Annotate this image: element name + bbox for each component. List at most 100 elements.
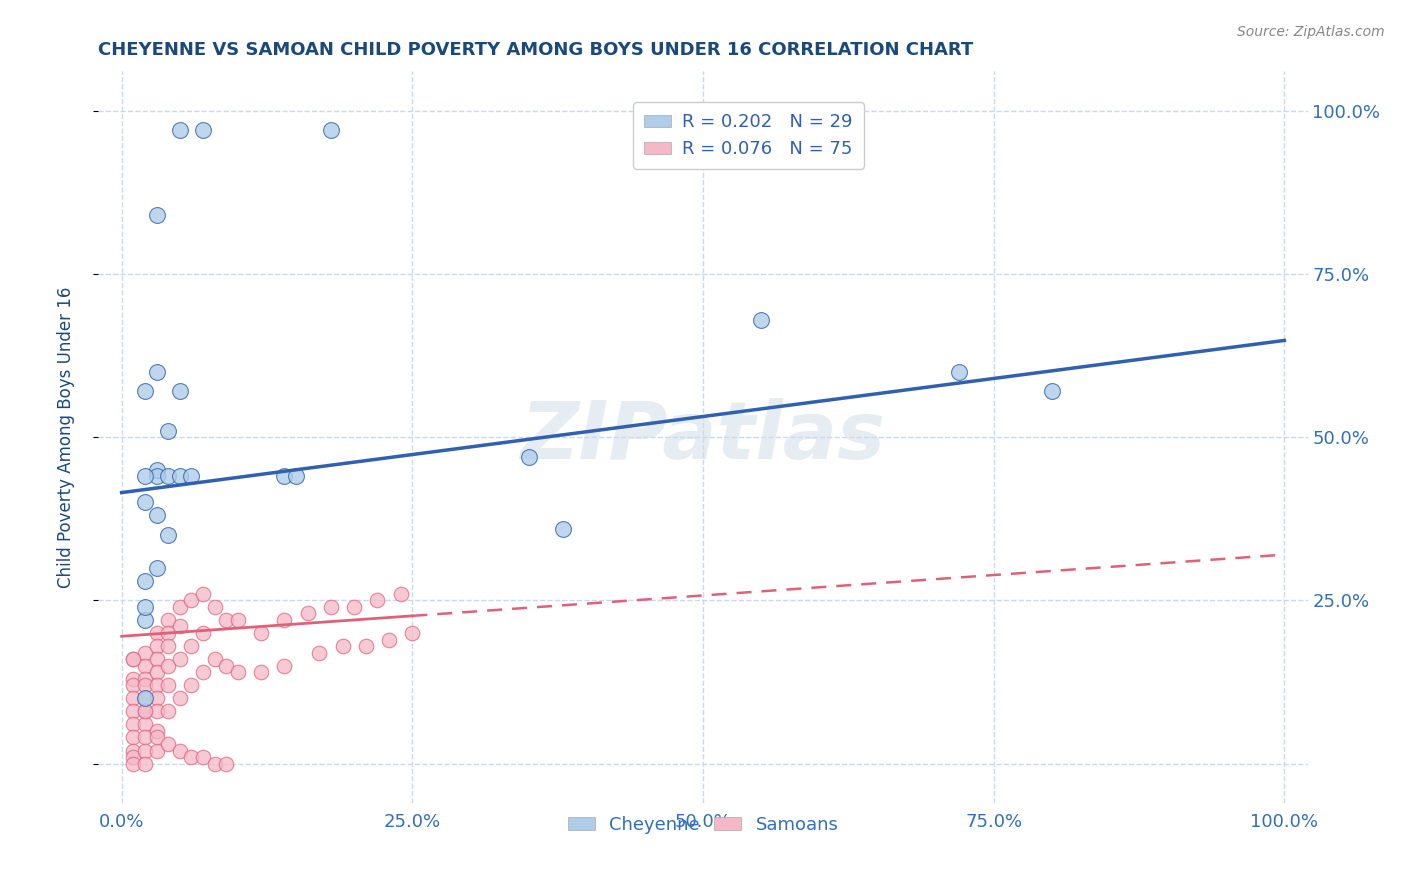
Point bbox=[354, 639, 377, 653]
Point bbox=[134, 646, 156, 660]
Point bbox=[215, 756, 238, 771]
Point bbox=[332, 639, 354, 653]
Point bbox=[145, 691, 167, 706]
Text: Source: ZipAtlas.com: Source: ZipAtlas.com bbox=[1237, 25, 1385, 39]
Point bbox=[343, 599, 366, 614]
Point bbox=[145, 743, 167, 757]
Point bbox=[157, 658, 180, 673]
Point bbox=[297, 607, 319, 621]
Point bbox=[122, 750, 145, 764]
Point bbox=[157, 705, 180, 719]
Point bbox=[204, 756, 226, 771]
Point bbox=[122, 691, 145, 706]
Point bbox=[157, 639, 180, 653]
Point bbox=[204, 652, 226, 666]
Point bbox=[157, 424, 180, 438]
Point bbox=[134, 469, 156, 483]
Point bbox=[157, 613, 180, 627]
Point bbox=[517, 450, 540, 464]
Point bbox=[191, 626, 214, 640]
Point bbox=[134, 384, 156, 399]
Point bbox=[401, 626, 423, 640]
Point bbox=[180, 678, 202, 692]
Point bbox=[145, 463, 167, 477]
Point bbox=[389, 587, 412, 601]
Point bbox=[157, 737, 180, 751]
Point bbox=[122, 743, 145, 757]
Point bbox=[145, 560, 167, 574]
Point bbox=[273, 469, 295, 483]
Point bbox=[134, 599, 156, 614]
Text: ZIPatlas: ZIPatlas bbox=[520, 398, 886, 476]
Point bbox=[948, 365, 970, 379]
Point bbox=[134, 705, 156, 719]
Point bbox=[145, 723, 167, 738]
Point bbox=[145, 208, 167, 222]
Point bbox=[134, 672, 156, 686]
Point bbox=[157, 469, 180, 483]
Point bbox=[145, 626, 167, 640]
Point bbox=[122, 652, 145, 666]
Point bbox=[157, 626, 180, 640]
Point bbox=[122, 731, 145, 745]
Point bbox=[134, 756, 156, 771]
Point bbox=[191, 123, 214, 137]
Point bbox=[215, 613, 238, 627]
Point bbox=[134, 731, 156, 745]
Point bbox=[122, 756, 145, 771]
Point bbox=[749, 312, 772, 326]
Point bbox=[134, 743, 156, 757]
Point bbox=[180, 639, 202, 653]
Point bbox=[180, 593, 202, 607]
Point bbox=[134, 574, 156, 588]
Point bbox=[191, 665, 214, 680]
Point bbox=[169, 469, 191, 483]
Point bbox=[145, 469, 167, 483]
Point bbox=[308, 646, 330, 660]
Point bbox=[378, 632, 401, 647]
Y-axis label: Child Poverty Among Boys Under 16: Child Poverty Among Boys Under 16 bbox=[56, 286, 75, 588]
Legend: Cheyenne, Samoans: Cheyenne, Samoans bbox=[560, 809, 846, 841]
Point bbox=[145, 639, 167, 653]
Point bbox=[145, 705, 167, 719]
Point bbox=[273, 613, 295, 627]
Point bbox=[215, 658, 238, 673]
Point bbox=[134, 613, 156, 627]
Point bbox=[145, 365, 167, 379]
Point bbox=[122, 717, 145, 731]
Point bbox=[134, 678, 156, 692]
Point bbox=[169, 691, 191, 706]
Point bbox=[191, 750, 214, 764]
Point bbox=[250, 626, 273, 640]
Point bbox=[1040, 384, 1063, 399]
Point bbox=[169, 619, 191, 633]
Point bbox=[134, 691, 156, 706]
Point bbox=[122, 705, 145, 719]
Text: CHEYENNE VS SAMOAN CHILD POVERTY AMONG BOYS UNDER 16 CORRELATION CHART: CHEYENNE VS SAMOAN CHILD POVERTY AMONG B… bbox=[98, 41, 974, 59]
Point bbox=[134, 691, 156, 706]
Point bbox=[319, 599, 342, 614]
Point bbox=[180, 750, 202, 764]
Point bbox=[145, 731, 167, 745]
Point bbox=[122, 652, 145, 666]
Point bbox=[285, 469, 308, 483]
Point bbox=[145, 652, 167, 666]
Point bbox=[169, 743, 191, 757]
Point bbox=[169, 384, 191, 399]
Point bbox=[169, 652, 191, 666]
Point bbox=[134, 705, 156, 719]
Point bbox=[366, 593, 388, 607]
Point bbox=[204, 599, 226, 614]
Point bbox=[250, 665, 273, 680]
Point bbox=[145, 508, 167, 523]
Point bbox=[169, 599, 191, 614]
Point bbox=[134, 495, 156, 509]
Point bbox=[553, 521, 575, 535]
Point bbox=[180, 469, 202, 483]
Point bbox=[157, 678, 180, 692]
Point bbox=[134, 658, 156, 673]
Point bbox=[145, 665, 167, 680]
Point bbox=[122, 678, 145, 692]
Point bbox=[157, 528, 180, 542]
Point bbox=[145, 678, 167, 692]
